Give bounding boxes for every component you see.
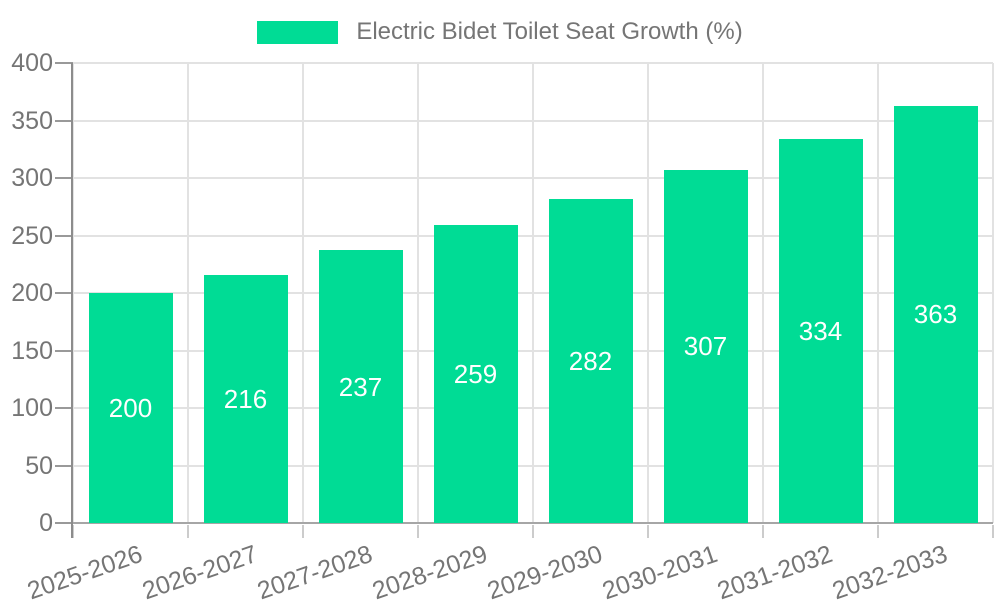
legend-label: Electric Bidet Toilet Seat Growth (%)	[356, 18, 743, 45]
bar[interactable]	[203, 274, 288, 523]
bar[interactable]	[88, 293, 173, 523]
y-axis-label: 100	[11, 394, 53, 422]
x-axis-label: 2026-2027	[138, 539, 261, 600]
x-axis-tick	[762, 525, 764, 538]
bar[interactable]	[893, 105, 978, 523]
x-axis-tick	[647, 525, 649, 538]
gridline-v	[417, 63, 419, 523]
y-axis-tick	[55, 407, 73, 409]
bar-value-label: 307	[683, 331, 728, 362]
y-axis-label: 50	[25, 451, 53, 480]
x-axis-label: 2031-2032	[713, 539, 836, 600]
y-axis-tick	[55, 177, 73, 179]
x-axis-tick	[302, 525, 304, 538]
x-axis-label: 2025-2026	[23, 539, 146, 600]
y-axis-label: 250	[11, 221, 53, 250]
x-axis-label: 2032-2033	[828, 539, 951, 600]
bar-value-label: 259	[453, 359, 498, 390]
gridline-v	[762, 63, 764, 523]
y-axis-tick	[55, 292, 73, 294]
bar[interactable]	[663, 169, 748, 523]
x-axis-tick	[417, 525, 419, 538]
x-axis-label: 2027-2028	[253, 539, 376, 600]
bar[interactable]	[778, 138, 863, 523]
legend-swatch	[257, 20, 339, 44]
bar-value-label: 216	[223, 383, 268, 414]
y-axis-label: 400	[11, 49, 53, 77]
bar-value-label: 200	[108, 393, 153, 423]
x-axis-tick	[877, 525, 879, 538]
y-axis-label: 300	[11, 164, 53, 192]
y-axis-label: 150	[11, 336, 53, 365]
y-axis-tick	[55, 234, 73, 237]
bar-value-label: 237	[338, 371, 383, 402]
gridline-v	[302, 63, 304, 523]
bar-value-label: 363	[913, 299, 958, 330]
y-axis-label: 0	[39, 509, 53, 537]
x-axis-label: 2030-2031	[598, 539, 721, 600]
x-axis-tick	[187, 525, 189, 538]
x-axis-tick	[72, 525, 74, 538]
gridline-v	[647, 63, 649, 523]
x-axis-tick	[992, 525, 994, 538]
y-axis-tick	[55, 62, 73, 64]
gridline-v	[877, 63, 879, 523]
x-axis-line	[73, 522, 993, 524]
y-axis-tick	[55, 349, 73, 352]
bar[interactable]	[318, 250, 403, 523]
bar-value-label: 282	[568, 345, 613, 376]
gridline-v	[992, 63, 994, 523]
y-axis-label: 350	[11, 106, 53, 135]
bar-value-label: 334	[798, 315, 843, 346]
x-axis-label: 2028-2029	[368, 539, 491, 600]
y-axis-tick	[55, 119, 73, 122]
gridline-v	[187, 63, 189, 523]
bar[interactable]	[433, 225, 518, 523]
y-axis-tick	[55, 464, 73, 467]
y-axis-line	[71, 63, 73, 538]
x-axis-label: 2029-2030	[483, 539, 606, 600]
y-axis-tick	[55, 522, 73, 524]
y-axis-label: 200	[11, 279, 53, 307]
legend[interactable]: Electric Bidet Toilet Seat Growth (%)	[0, 18, 1000, 46]
gridline-v	[72, 63, 74, 523]
bar[interactable]	[548, 198, 633, 523]
x-axis-tick	[532, 525, 534, 538]
gridline-v	[532, 63, 534, 523]
